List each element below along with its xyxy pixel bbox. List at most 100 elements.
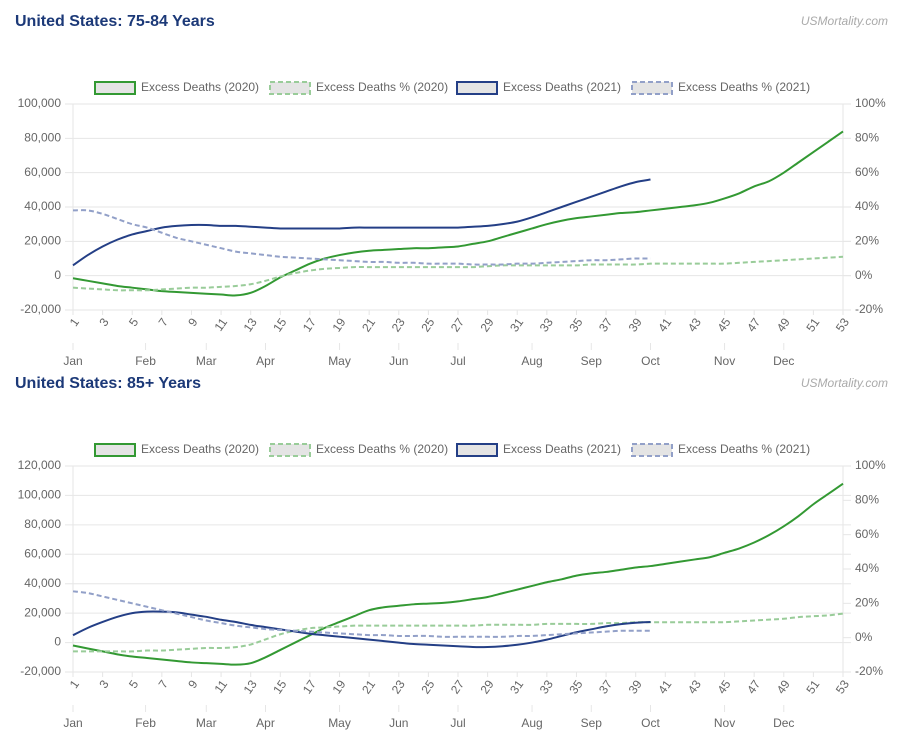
legend-label: Excess Deaths % (2020): [316, 442, 448, 456]
chart: United States: 85+ Years USMortality.com -…: [15, 375, 888, 730]
x-tick-label: 43: [685, 677, 704, 696]
x-tick-label: 11: [212, 677, 231, 696]
y2-tick-label: -20%: [855, 302, 883, 316]
x-tick-label: 17: [300, 315, 319, 334]
series-line: [72, 610, 651, 649]
x-tick-label: 49: [774, 315, 793, 334]
x-tick-label: 5: [126, 315, 141, 329]
legend-label: Excess Deaths (2020): [141, 442, 259, 456]
x-tick-label: 51: [803, 315, 822, 334]
y-tick-label: 20,000: [24, 605, 61, 619]
series-line: [72, 209, 651, 266]
series-line: [72, 130, 844, 297]
month-label: Dec: [773, 716, 794, 730]
month-label: Sep: [581, 716, 603, 730]
x-tick-label: 29: [478, 677, 497, 696]
y-tick-label: 120,000: [18, 458, 62, 472]
month-label: Oct: [641, 716, 660, 730]
x-tick-label: 25: [418, 677, 437, 696]
legend-label: Excess Deaths (2021): [503, 80, 621, 94]
x-tick-label: 51: [803, 677, 822, 696]
month-label: Mar: [196, 354, 217, 368]
y2-tick-label: 60%: [855, 165, 879, 179]
legend-label: Excess Deaths % (2020): [316, 80, 448, 94]
y2-tick-label: 0%: [855, 630, 873, 644]
x-tick-label: 37: [596, 315, 615, 334]
x-tick-label: 41: [655, 677, 674, 696]
y-tick-label: 100,000: [18, 96, 62, 110]
y2-tick-label: 80%: [855, 131, 879, 145]
x-tick-label: 37: [596, 677, 615, 696]
legend-swatch: [631, 443, 673, 457]
y-tick-label: 40,000: [24, 199, 61, 213]
x-tick-label: 1: [67, 315, 82, 329]
legend-swatch: [456, 443, 498, 457]
y2-tick-label: -20%: [855, 664, 883, 678]
x-tick-label: 21: [359, 315, 378, 334]
x-tick-label: 47: [744, 677, 763, 696]
series-line: [72, 178, 651, 267]
month-label: Jan: [63, 716, 82, 730]
chart-title: United States: 85+ Years: [15, 375, 201, 392]
legend-swatch: [94, 81, 136, 95]
month-label: Jan: [63, 354, 82, 368]
x-tick-label: 3: [96, 677, 111, 691]
x-tick-label: 9: [185, 315, 200, 329]
month-label: Aug: [521, 354, 542, 368]
x-tick-label: 33: [537, 315, 556, 334]
y2-tick-label: 20%: [855, 234, 879, 248]
x-tick-label: 15: [270, 315, 289, 334]
x-tick-label: 15: [270, 677, 289, 696]
month-label: Apr: [256, 716, 275, 730]
y2-tick-label: 60%: [855, 527, 879, 541]
x-tick-label: 1: [67, 677, 82, 691]
legend-swatch: [269, 443, 311, 457]
y2-tick-label: 80%: [855, 493, 879, 507]
x-tick-label: 23: [389, 315, 408, 334]
x-tick-label: 41: [655, 315, 674, 334]
legend-label: Excess Deaths % (2021): [678, 80, 810, 94]
x-tick-label: 7: [156, 677, 171, 691]
month-label: May: [328, 354, 351, 368]
month-label: Nov: [714, 354, 735, 368]
y2-tick-label: 100%: [855, 96, 886, 110]
x-tick-label: 27: [448, 315, 467, 334]
y2-tick-label: 100%: [855, 458, 886, 472]
x-tick-label: 39: [626, 677, 645, 696]
x-tick-label: 5: [126, 677, 141, 691]
x-tick-label: 53: [833, 677, 852, 696]
x-tick-label: 29: [478, 315, 497, 334]
series-line: [72, 255, 844, 292]
month-label: Jun: [389, 716, 408, 730]
x-tick-label: 21: [359, 677, 378, 696]
month-label: Feb: [135, 716, 156, 730]
month-label: May: [328, 716, 351, 730]
x-tick-label: 19: [329, 677, 348, 696]
x-tick-label: 13: [241, 315, 260, 334]
legend-label: Excess Deaths (2021): [503, 442, 621, 456]
legend-label: Excess Deaths (2020): [141, 80, 259, 94]
x-tick-label: 39: [626, 315, 645, 334]
y-tick-label: -20,000: [20, 664, 61, 678]
y-tick-label: -20,000: [20, 302, 61, 316]
x-tick-label: 35: [566, 315, 585, 334]
x-tick-label: 25: [418, 315, 437, 334]
series-line: [72, 482, 844, 666]
source-label: USMortality.com: [801, 14, 888, 28]
y2-tick-label: 0%: [855, 268, 873, 282]
x-tick-label: 31: [507, 315, 526, 334]
x-tick-label: 43: [685, 315, 704, 334]
x-tick-label: 19: [329, 315, 348, 334]
legend-label: Excess Deaths % (2021): [678, 442, 810, 456]
x-tick-label: 49: [774, 677, 793, 696]
x-tick-label: 9: [185, 677, 200, 691]
y2-tick-label: 20%: [855, 596, 879, 610]
month-label: Sep: [581, 354, 603, 368]
x-tick-label: 7: [156, 315, 171, 329]
month-label: Dec: [773, 354, 794, 368]
y-tick-label: 60,000: [24, 165, 61, 179]
chart-title: United States: 75-84 Years: [15, 13, 215, 30]
series-line: [73, 612, 844, 653]
y-tick-label: 60,000: [24, 546, 61, 560]
